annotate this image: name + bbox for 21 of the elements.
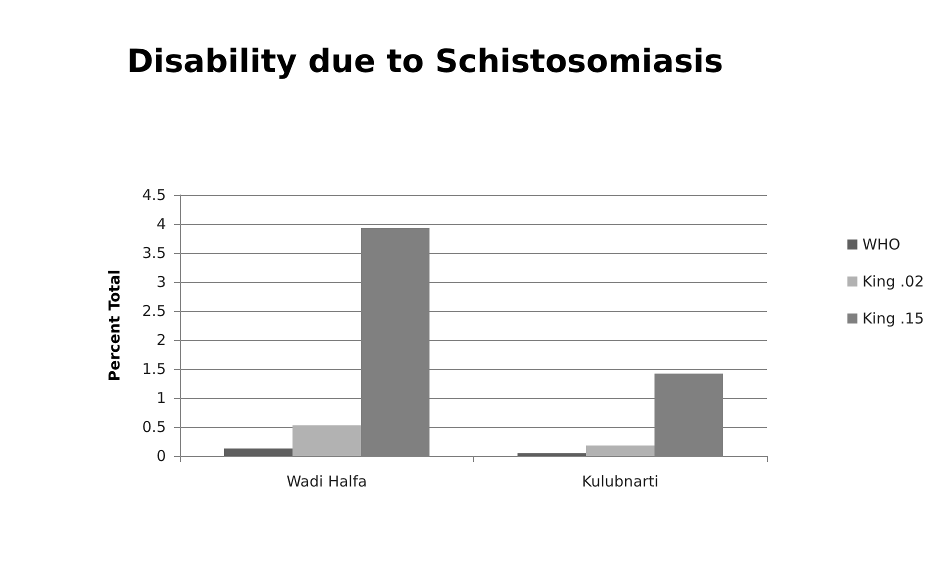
bar [586,446,654,456]
y-tick-label: 3 [156,273,166,291]
legend-label: King .02 [862,272,924,290]
y-tick-label: 2 [156,331,166,349]
x-tick-label: Kulubnarti [582,472,659,490]
legend-label: King .15 [862,310,924,328]
chart-title: Disability due to Schistosomiasis [126,42,724,80]
y-tick-label: 2.5 [142,302,166,320]
legend-label: WHO [862,236,900,254]
bar [224,448,293,456]
x-tick-label: Wadi Halfa [286,472,368,490]
y-tick-label: 1.5 [142,360,166,378]
y-tick-label: 0.5 [142,418,166,436]
y-axis-title: Percent Total [106,270,124,382]
y-tick-label: 4 [156,215,166,233]
y-tick-label: 3.5 [142,244,166,262]
bar [518,453,586,456]
y-tick-label: 0 [156,447,166,465]
y-tick-label: 1 [156,389,166,407]
bar [292,425,361,456]
y-tick-label: 4.5 [142,186,166,204]
